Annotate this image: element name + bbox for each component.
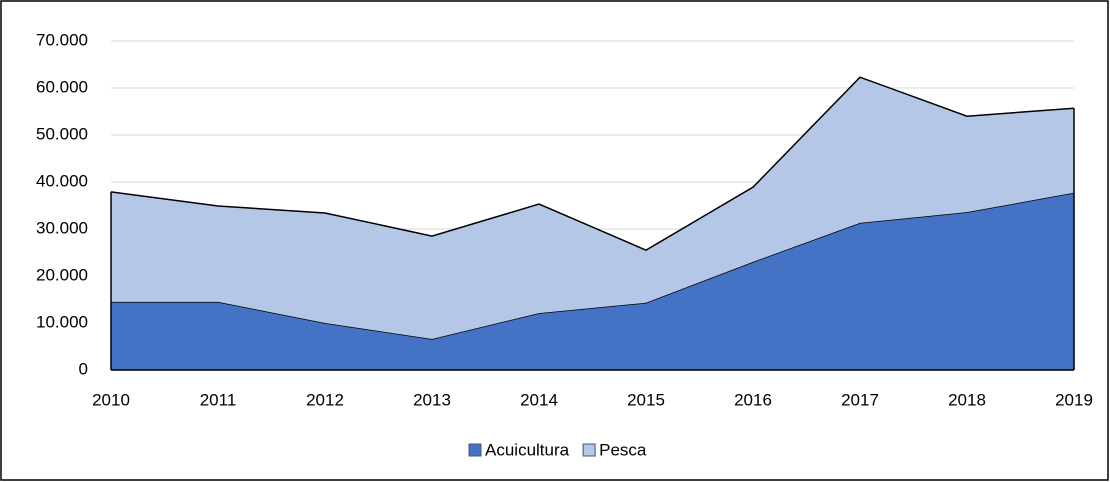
area (111, 192, 1074, 370)
x-tick-label: 2017 (841, 390, 879, 409)
y-tick-label: 0 (79, 359, 88, 378)
x-tick-label: 2018 (948, 390, 986, 409)
area-outline (110, 76, 1075, 251)
y-tick-label: 40.000 (36, 171, 88, 190)
y-tick-label: 50.000 (36, 124, 88, 143)
legend-label: Pesca (599, 440, 647, 459)
y-tick-label: 60.000 (36, 77, 88, 96)
x-tick-label: 2016 (734, 390, 772, 409)
x-tick-label: 2010 (92, 390, 130, 409)
x-tick-label: 2012 (306, 390, 344, 409)
x-tick-label: 2014 (520, 390, 558, 409)
x-tick-label: 2019 (1055, 390, 1093, 409)
area (111, 77, 1074, 339)
x-tick-label: 2015 (627, 390, 665, 409)
y-tick-label: 10.000 (36, 312, 88, 331)
y-tick-label: 20.000 (36, 265, 88, 284)
y-tick-label: 70.000 (36, 30, 88, 49)
legend-swatch (582, 443, 596, 457)
y-tick-label: 30.000 (36, 218, 88, 237)
x-tick-label: 2011 (200, 390, 237, 409)
x-tick-label: 2013 (413, 390, 451, 409)
legend-swatch (468, 443, 482, 457)
legend-label: Acuicultura (485, 440, 570, 459)
